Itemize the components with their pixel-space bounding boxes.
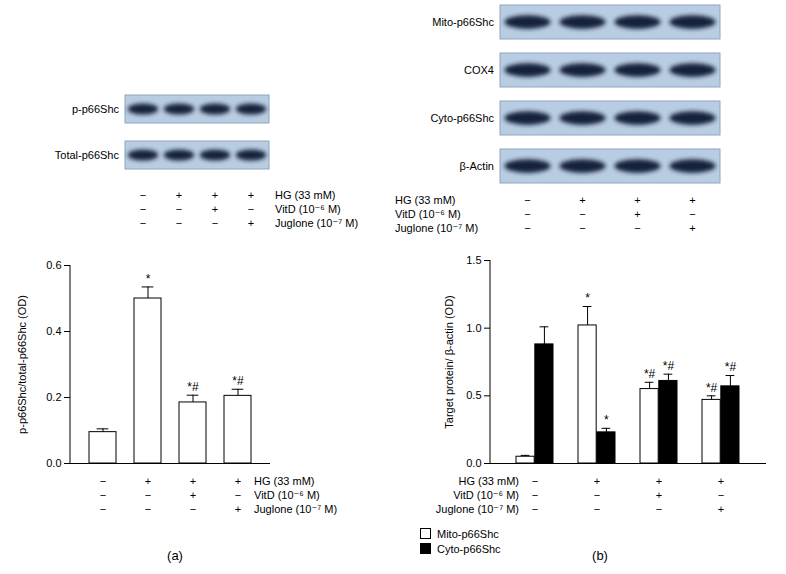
svg-text:Cyto-p66Shc: Cyto-p66Shc xyxy=(430,112,494,124)
svg-text:Juglone (10⁻⁷ M): Juglone (10⁻⁷ M) xyxy=(275,217,358,229)
svg-text:HG (33 mM): HG (33 mM) xyxy=(459,475,520,487)
svg-text:+: + xyxy=(235,475,241,487)
svg-text:COX4: COX4 xyxy=(464,64,494,76)
svg-text:Target protein/ β-actin (OD): Target protein/ β-actin (OD) xyxy=(443,295,455,428)
svg-text:+: + xyxy=(190,489,196,501)
svg-text:−: − xyxy=(524,194,530,206)
svg-text:β-Actin: β-Actin xyxy=(460,160,494,172)
svg-text:+: + xyxy=(212,189,218,201)
svg-text:Juglone (10⁻⁷ M): Juglone (10⁻⁷ M) xyxy=(395,222,478,234)
svg-text:0.6: 0.6 xyxy=(46,259,61,271)
svg-text:−: − xyxy=(140,203,146,215)
svg-text:0.0: 0.0 xyxy=(466,457,481,469)
svg-text:*#: *# xyxy=(644,367,656,381)
svg-text:−: − xyxy=(212,217,218,229)
svg-text:+: + xyxy=(176,189,182,201)
svg-text:*#: *# xyxy=(232,374,244,388)
svg-text:−: − xyxy=(524,208,530,220)
svg-text:Juglone (10⁻⁷ M): Juglone (10⁻⁷ M) xyxy=(254,503,337,515)
svg-text:HG (33 mM): HG (33 mM) xyxy=(254,475,315,487)
svg-text:−: − xyxy=(100,503,106,515)
svg-text:0.5: 0.5 xyxy=(466,389,481,401)
svg-text:*#: *# xyxy=(663,359,675,373)
svg-text:+: + xyxy=(248,189,254,201)
svg-text:+: + xyxy=(235,503,241,515)
svg-text:*#: *# xyxy=(725,360,737,374)
svg-text:−: − xyxy=(532,489,538,501)
svg-text:−: − xyxy=(532,475,538,487)
svg-text:+: + xyxy=(145,475,151,487)
svg-text:Juglone (10⁻⁷ M): Juglone (10⁻⁷ M) xyxy=(436,503,519,515)
svg-text:*#: *# xyxy=(706,381,718,395)
svg-text:VitD (10⁻⁶ M): VitD (10⁻⁶ M) xyxy=(275,203,341,215)
svg-text:1.5: 1.5 xyxy=(466,254,481,266)
svg-text:−: − xyxy=(145,503,151,515)
svg-text:−: − xyxy=(100,475,106,487)
svg-text:+: + xyxy=(689,194,695,206)
svg-text:+: + xyxy=(689,222,695,234)
svg-text:HG (33 mM): HG (33 mM) xyxy=(395,194,456,206)
svg-text:+: + xyxy=(634,208,640,220)
svg-text:+: + xyxy=(718,475,724,487)
html-text:Mito-p66Shc: Mito-p66Shc xyxy=(437,527,499,540)
svg-text:−: − xyxy=(689,208,695,220)
svg-text:−: − xyxy=(140,189,146,201)
svg-text:−: − xyxy=(190,503,196,515)
svg-text:−: − xyxy=(176,217,182,229)
svg-text:1.0: 1.0 xyxy=(466,322,481,334)
svg-text:p-p66Shc: p-p66Shc xyxy=(72,103,120,115)
svg-text:p-p66Shc/total-p66Shc (OD): p-p66Shc/total-p66Shc (OD) xyxy=(16,295,28,434)
svg-text:−: − xyxy=(594,489,600,501)
svg-text:−: − xyxy=(176,203,182,215)
svg-text:+: + xyxy=(656,475,662,487)
svg-text:−: − xyxy=(579,208,585,220)
svg-text:−: − xyxy=(532,503,538,515)
svg-text:−: − xyxy=(656,503,662,515)
svg-text:+: + xyxy=(248,217,254,229)
svg-text:−: − xyxy=(248,203,254,215)
svg-text:−: − xyxy=(718,489,724,501)
svg-text:Mito-p66Shc: Mito-p66Shc xyxy=(432,16,494,28)
svg-text:0.0: 0.0 xyxy=(46,457,61,469)
svg-text:VitD (10⁻⁶ M): VitD (10⁻⁶ M) xyxy=(453,489,519,501)
svg-text:+: + xyxy=(634,194,640,206)
svg-text:VitD (10⁻⁶ M): VitD (10⁻⁶ M) xyxy=(254,489,320,501)
svg-text:+: + xyxy=(212,203,218,215)
svg-text:+: + xyxy=(190,475,196,487)
html-text:Cyto-p66Shc: Cyto-p66Shc xyxy=(437,542,501,555)
svg-text:VitD (10⁻⁶ M): VitD (10⁻⁶ M) xyxy=(395,208,461,220)
svg-text:*#: *# xyxy=(187,380,199,394)
html-text:(a): (a) xyxy=(167,548,183,563)
svg-text:−: − xyxy=(140,217,146,229)
svg-text:Total-p66Shc: Total-p66Shc xyxy=(55,149,120,161)
svg-text:*: * xyxy=(585,291,590,305)
svg-text:−: − xyxy=(235,489,241,501)
svg-text:−: − xyxy=(524,222,530,234)
svg-text:HG (33 mM): HG (33 mM) xyxy=(275,189,336,201)
svg-text:−: − xyxy=(634,222,640,234)
svg-text:0.4: 0.4 xyxy=(46,325,61,337)
svg-text:+: + xyxy=(718,503,724,515)
svg-text:−: − xyxy=(100,489,106,501)
svg-text:*: * xyxy=(146,272,151,286)
svg-text:0.2: 0.2 xyxy=(46,391,61,403)
svg-text:+: + xyxy=(594,475,600,487)
svg-text:−: − xyxy=(579,222,585,234)
svg-text:*: * xyxy=(604,413,609,427)
svg-text:−: − xyxy=(594,503,600,515)
svg-text:−: − xyxy=(145,489,151,501)
svg-text:+: + xyxy=(579,194,585,206)
svg-text:+: + xyxy=(656,489,662,501)
html-text:(b): (b) xyxy=(592,548,608,563)
